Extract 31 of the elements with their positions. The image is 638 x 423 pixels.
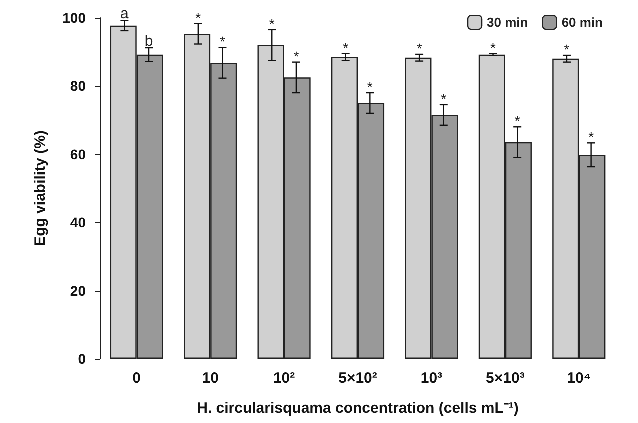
y-tick-label: 20 [70,282,86,299]
annotation: * [490,40,497,56]
x-tick-label: 5×10³ [486,370,525,387]
annotation: * [294,48,300,64]
x-tick-label: 5×10² [338,370,378,387]
x-tick-label: 10⁴ [567,370,592,387]
x-tick-label: 10 [202,370,219,387]
annotation: * [343,40,350,56]
y-axis-title: Egg viability (%) [32,130,49,246]
annotation: * [514,113,521,130]
y-tick-label: 40 [70,214,86,231]
y-tick-label: 80 [70,78,86,94]
annotation: b [144,33,154,50]
x-tick-label: 10³ [420,370,443,387]
y-tick-label: 100 [62,10,86,26]
annotation: * [196,10,202,26]
annotation: * [416,40,423,56]
annotation: * [441,90,448,107]
x-tick-label: 0 [132,370,142,387]
legend-label: 30 min [487,15,528,30]
annotation: * [367,79,374,96]
annotation: a [120,6,130,23]
annotation: * [220,34,226,50]
y-tick-label: 60 [70,146,86,162]
x-tick-label: 10² [273,370,296,387]
annotation: * [269,16,276,32]
y-tick-label: 0 [78,351,86,367]
legend-label: 60 min [562,15,604,30]
annotation: * [588,129,595,146]
x-axis-title: H. circularisquama concentration (cells mL⁻¹) [197,400,519,417]
annotation: * [564,42,570,58]
